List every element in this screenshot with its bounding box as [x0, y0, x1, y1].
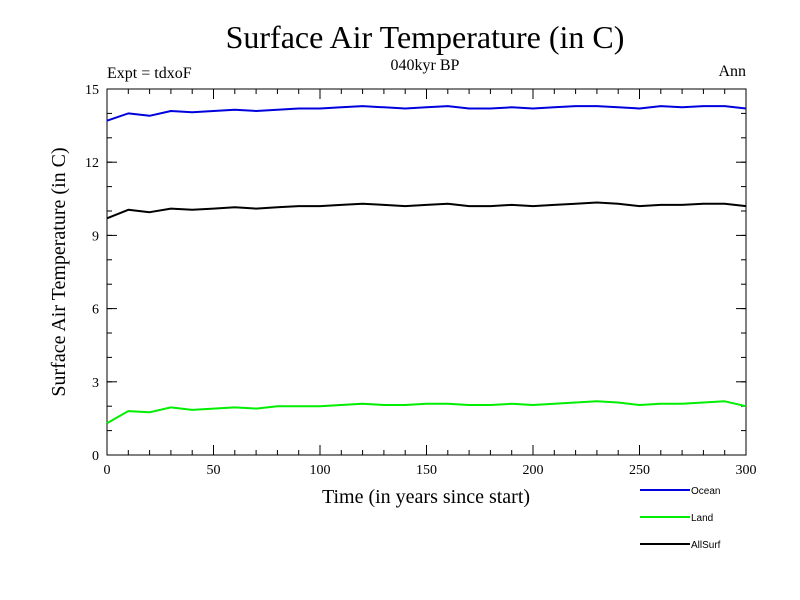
series-line-allsurf — [106, 201, 747, 220]
series-line-ocean — [106, 105, 747, 122]
x-tick-label: 250 — [629, 463, 650, 478]
y-tick-label: 3 — [92, 376, 99, 391]
x-tick-label: 0 — [104, 463, 111, 478]
x-tick-label: 300 — [736, 463, 757, 478]
y-tick-label: 6 — [92, 303, 99, 318]
y-tick-label: 12 — [85, 156, 99, 171]
x-tick-label: 150 — [416, 463, 437, 478]
x-tick-label: 50 — [207, 463, 221, 478]
chart-subtitle: 040kyr BP — [391, 57, 460, 74]
plot-frame — [106, 88, 747, 456]
y-tick-label: 9 — [92, 229, 99, 244]
chart-title: Surface Air Temperature (in C) — [226, 19, 625, 55]
legend: Ocean Land AllSurf — [640, 486, 721, 551]
y-axis-label: Surface Air Temperature (in C) — [48, 147, 70, 396]
x-tick-labels: 0 50 100 150 200 250 300 — [104, 463, 757, 478]
legend-label-ocean: Ocean — [691, 486, 720, 497]
legend-label-land: Land — [691, 513, 713, 524]
experiment-label: Expt = tdxoF — [107, 65, 192, 82]
legend-label-allsurf: AllSurf — [691, 540, 721, 551]
x-axis-label: Time (in years since start) — [322, 486, 530, 508]
axis-ticks — [106, 88, 747, 456]
y-tick-label: 15 — [85, 83, 99, 98]
x-tick-label: 200 — [523, 463, 544, 478]
x-tick-label: 100 — [310, 463, 331, 478]
y-tick-labels: 0 3 6 9 12 15 — [85, 83, 99, 464]
y-tick-label: 0 — [92, 449, 99, 464]
series-lines — [106, 105, 747, 425]
period-label: Ann — [718, 63, 746, 80]
series-line-land — [106, 400, 747, 425]
